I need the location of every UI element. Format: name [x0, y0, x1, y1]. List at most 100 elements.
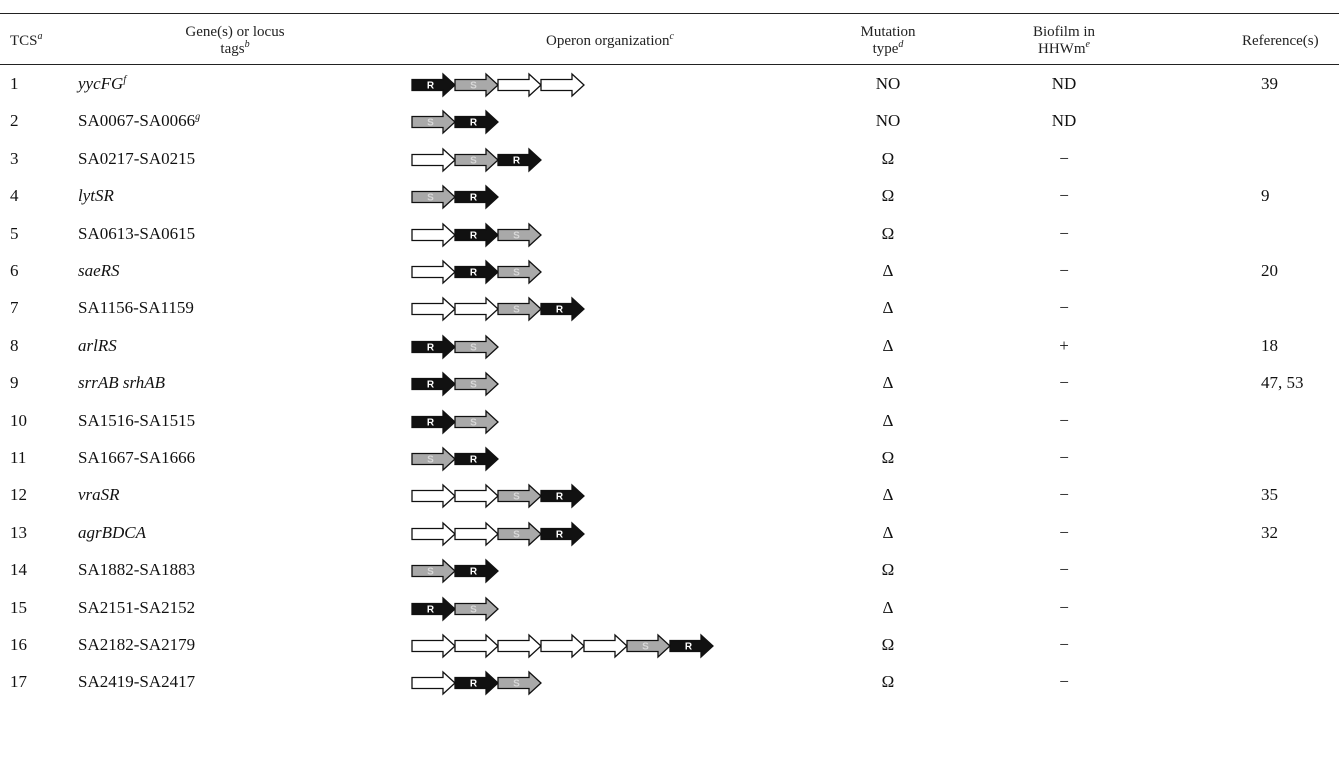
table-row: 8 arlRS R S Δ +18	[0, 327, 1339, 364]
gene-label-r: R	[427, 81, 435, 92]
tcs-number: 8	[10, 335, 19, 355]
mutation-type: NO	[875, 111, 901, 131]
gene-label-s: S	[642, 642, 649, 653]
mutation-type: Δ	[882, 261, 894, 280]
gene-locus: srrAB srhAB	[78, 373, 166, 393]
response-regulator-gene-arrow	[540, 296, 585, 322]
gene-label-s: S	[513, 492, 520, 503]
other-gene-arrow	[454, 296, 499, 322]
biofilm-result: −	[1059, 597, 1069, 617]
references: 20	[1261, 261, 1278, 280]
sensor-kinase-gene-arrow	[454, 72, 499, 98]
table-row: 17 SA2419-SA2417 R S Ω −	[0, 663, 1339, 700]
gene-label-s: S	[427, 193, 434, 204]
gene-label-s: S	[427, 455, 434, 466]
gene-label-s: S	[513, 305, 520, 316]
tcs-number: 12	[10, 485, 27, 505]
tcs-number: 10	[10, 410, 27, 430]
sensor-kinase-gene-arrow	[626, 633, 671, 659]
table-row: 5 SA0613-SA0615 R S Ω −	[0, 215, 1339, 252]
tcs-number: 15	[10, 597, 27, 617]
table-row: 3 SA0217-SA0215 S R Ω −	[0, 140, 1339, 177]
references: 35	[1261, 485, 1278, 505]
gene-locus: SA1156-SA1159	[78, 298, 194, 318]
biofilm-result: −	[1059, 522, 1069, 542]
gene-label-r: R	[470, 118, 478, 129]
gene-label-s: S	[513, 679, 520, 690]
references: 39	[1261, 74, 1278, 93]
table-row: 15 SA2151-SA2152 R S Δ −	[0, 589, 1339, 626]
response-regulator-gene-arrow	[454, 109, 499, 135]
gene-locus: SA1516-SA1515	[78, 410, 196, 430]
table-row: 10 SA1516-SA1515 R S Δ −	[0, 402, 1339, 439]
gene-label-r: R	[556, 305, 564, 316]
other-gene-arrow	[411, 521, 456, 547]
mutation-type: Δ	[882, 373, 894, 393]
tcs-number: 14	[10, 560, 27, 580]
mutation-type: Ω	[881, 186, 895, 206]
gene-label-r: R	[427, 417, 435, 428]
sensor-kinase-gene-arrow	[411, 184, 456, 210]
mutation-type: Ω	[881, 148, 895, 168]
tcs-number: 11	[10, 448, 27, 467]
response-regulator-gene-arrow	[454, 259, 499, 285]
gene-locus: saeRS	[78, 261, 120, 280]
references: 47, 53	[1261, 373, 1304, 393]
gene-locus: vraSR	[78, 485, 120, 505]
biofilm-result: −	[1059, 410, 1069, 430]
other-gene-arrow	[411, 222, 456, 248]
response-regulator-gene-arrow	[454, 222, 499, 248]
sensor-kinase-gene-arrow	[497, 521, 542, 547]
table-row: 12 vraSR S R Δ −35	[0, 476, 1339, 513]
mutation-type: Δ	[882, 298, 894, 318]
response-regulator-gene-arrow	[497, 147, 542, 173]
mutation-type: Δ	[882, 410, 894, 430]
mutation-type: NO	[875, 74, 901, 93]
header-mutation: Mutation typed	[860, 24, 916, 57]
gene-label-r: R	[427, 380, 435, 391]
gene-locus: arlRS	[78, 335, 117, 355]
gene-label-s: S	[470, 155, 477, 166]
mutation-type: Δ	[882, 335, 894, 355]
biofilm-result: −	[1059, 448, 1069, 467]
gene-label-s: S	[427, 567, 434, 578]
other-gene-arrow	[411, 259, 456, 285]
sensor-kinase-gene-arrow	[454, 409, 499, 435]
gene-locus: SA0067-SA0066g	[78, 111, 201, 131]
response-regulator-gene-arrow	[411, 72, 456, 98]
sensor-kinase-gene-arrow	[411, 446, 456, 472]
sensor-kinase-gene-arrow	[497, 222, 542, 248]
sensor-kinase-gene-arrow	[497, 670, 542, 696]
gene-label-r: R	[470, 455, 478, 466]
mutation-type: Δ	[882, 522, 894, 542]
biofilm-result: −	[1059, 672, 1069, 692]
biofilm-result: −	[1059, 635, 1069, 654]
response-regulator-gene-arrow	[454, 446, 499, 472]
gene-label-s: S	[470, 81, 477, 92]
mutation-type: Ω	[881, 223, 895, 243]
table-row: 7 SA1156-SA1159 S R Δ −	[0, 289, 1339, 326]
sensor-kinase-gene-arrow	[454, 147, 499, 173]
table-row: 13 agrBDCA S R Δ −32	[0, 514, 1339, 551]
gene-locus: SA1882-SA1883	[78, 560, 196, 580]
gene-label-r: R	[470, 268, 478, 279]
response-regulator-gene-arrow	[411, 334, 456, 360]
gene-locus: SA0217-SA0215	[78, 148, 196, 168]
tcs-number: 16	[10, 635, 27, 654]
mutation-type: Ω	[881, 635, 895, 654]
gene-label-s: S	[470, 417, 477, 428]
other-gene-arrow	[497, 72, 542, 98]
tcs-number: 5	[10, 223, 19, 243]
other-gene-arrow	[540, 72, 585, 98]
header-biofilm: Biofilm in HHWme	[1032, 24, 1096, 57]
tcs-number: 17	[10, 672, 27, 692]
tcs-number: 7	[10, 298, 19, 318]
references: 18	[1261, 335, 1278, 355]
